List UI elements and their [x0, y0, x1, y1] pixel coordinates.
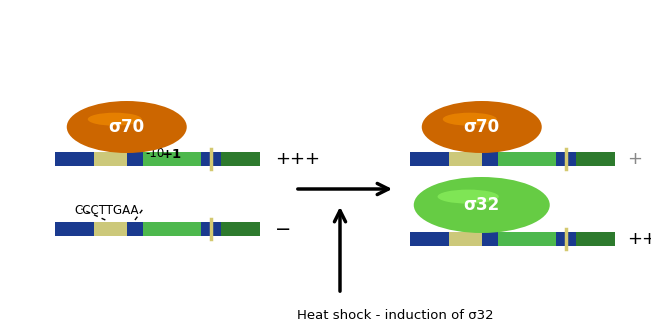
Text: -10: -10	[145, 147, 164, 160]
Bar	[449, 152, 482, 166]
Bar	[143, 222, 201, 236]
Bar	[127, 222, 143, 236]
Bar	[498, 232, 555, 246]
Bar	[449, 232, 482, 246]
Bar	[576, 152, 615, 166]
Bar	[555, 152, 576, 166]
Bar	[94, 152, 127, 166]
Text: -35: -35	[88, 122, 107, 135]
Text: +++: +++	[275, 150, 320, 168]
Ellipse shape	[414, 177, 549, 233]
Bar	[221, 152, 260, 166]
Bar	[55, 152, 94, 166]
Bar	[410, 152, 449, 166]
Ellipse shape	[443, 113, 497, 126]
Bar	[555, 232, 576, 246]
Bar	[127, 152, 143, 166]
Text: −: −	[275, 219, 292, 238]
Text: +++: +++	[627, 230, 651, 248]
Text: CCCTTGAA: CCCTTGAA	[74, 204, 139, 217]
Bar	[55, 222, 94, 236]
Bar	[94, 222, 127, 236]
Ellipse shape	[88, 113, 142, 126]
Bar	[143, 152, 201, 166]
Bar	[482, 232, 498, 246]
Text: σ70: σ70	[464, 118, 500, 136]
Text: +: +	[627, 150, 642, 168]
Text: σ70: σ70	[109, 118, 145, 136]
Bar	[221, 222, 260, 236]
Bar	[482, 152, 498, 166]
Text: Heat shock - induction of σ32: Heat shock - induction of σ32	[297, 309, 493, 322]
Ellipse shape	[437, 190, 499, 204]
Text: σ32: σ32	[464, 196, 500, 214]
Ellipse shape	[67, 101, 187, 153]
Bar	[201, 152, 221, 166]
Bar	[201, 222, 221, 236]
Bar	[498, 152, 555, 166]
Text: +1: +1	[161, 148, 181, 161]
Ellipse shape	[422, 101, 542, 153]
Text: TTGACA: TTGACA	[79, 134, 127, 147]
Bar	[410, 232, 449, 246]
Bar	[576, 232, 615, 246]
